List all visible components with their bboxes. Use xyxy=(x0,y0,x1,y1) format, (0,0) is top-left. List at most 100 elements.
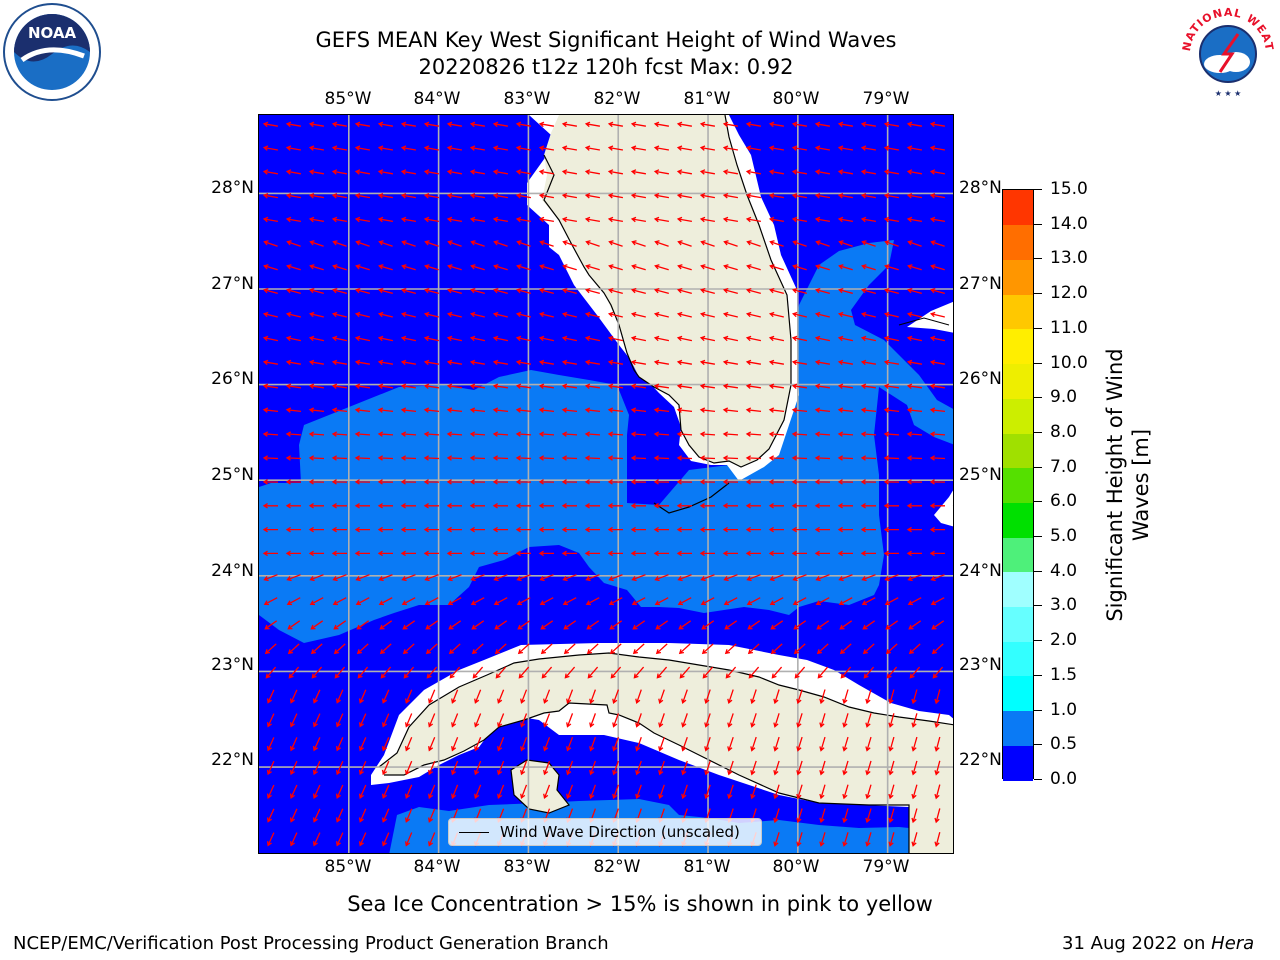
wind-wave-arrow xyxy=(423,431,440,437)
wind-wave-arrow xyxy=(676,550,692,557)
wind-wave-arrow xyxy=(263,264,278,271)
wind-wave-arrow xyxy=(819,713,826,728)
wind-wave-arrow xyxy=(791,407,808,413)
wind-wave-arrow xyxy=(377,383,393,389)
wind-wave-arrow xyxy=(699,479,716,485)
wind-wave-arrow xyxy=(515,431,532,437)
wind-wave-arrow xyxy=(331,431,348,437)
wind-wave-arrow xyxy=(929,503,945,509)
wind-wave-arrow xyxy=(331,169,348,175)
wind-wave-arrow xyxy=(908,643,921,655)
wind-wave-arrow xyxy=(814,431,831,437)
wind-wave-arrow xyxy=(446,216,463,223)
wind-wave-arrow xyxy=(564,666,576,679)
wind-wave-arrow xyxy=(883,455,900,461)
wind-wave-arrow xyxy=(312,737,321,752)
wind-wave-arrow xyxy=(658,713,665,728)
wind-wave-arrow xyxy=(335,784,344,799)
wind-wave-arrow xyxy=(470,597,485,606)
wind-wave-arrow xyxy=(538,216,555,223)
wind-wave-arrow xyxy=(404,737,413,752)
wind-wave-arrow xyxy=(791,311,807,318)
wind-wave-arrow xyxy=(423,145,440,151)
wind-wave-arrow xyxy=(335,760,344,776)
wind-wave-arrow xyxy=(630,216,647,223)
wind-wave-arrow xyxy=(332,240,347,247)
wind-wave-arrow xyxy=(584,287,600,295)
wind-wave-arrow xyxy=(424,240,439,247)
wind-wave-arrow xyxy=(883,526,899,533)
wind-wave-arrow xyxy=(699,216,716,223)
wind-wave-arrow xyxy=(612,736,620,752)
wind-wave-arrow xyxy=(538,311,554,318)
wind-wave-arrow xyxy=(446,455,463,461)
wind-wave-arrow xyxy=(331,192,348,199)
wind-wave-arrow xyxy=(377,287,393,295)
wind-wave-arrow xyxy=(377,431,394,437)
colorbar-tick xyxy=(1034,327,1042,329)
wind-wave-arrow xyxy=(630,145,647,151)
footer-date-text: 31 Aug 2022 on xyxy=(1062,933,1212,954)
wind-wave-arrow xyxy=(447,574,462,582)
wind-wave-arrow xyxy=(471,643,484,655)
wind-wave-arrow xyxy=(630,169,647,175)
wind-wave-arrow xyxy=(589,736,597,752)
wind-wave-arrow xyxy=(423,335,440,342)
wind-wave-arrow xyxy=(722,550,738,557)
wind-wave-arrow xyxy=(377,169,394,175)
colorbar-segment xyxy=(1003,432,1033,469)
wind-wave-arrow xyxy=(404,784,413,800)
wind-wave-arrow xyxy=(425,620,439,630)
wind-wave-arrow xyxy=(699,503,715,509)
wind-wave-arrow xyxy=(658,760,665,776)
wind-wave-arrow xyxy=(815,240,830,247)
wind-wave-arrow xyxy=(837,526,853,533)
wind-wave-arrow xyxy=(631,597,646,606)
wind-wave-arrow xyxy=(446,503,462,509)
colorbar-tick-label: 0.0 xyxy=(1050,769,1078,789)
wind-wave-arrow xyxy=(331,407,348,413)
wind-wave-arrow xyxy=(768,407,785,413)
wind-wave-arrow xyxy=(520,713,528,728)
wind-wave-arrow xyxy=(520,737,528,752)
wind-wave-arrow xyxy=(676,479,693,485)
wind-wave-arrow xyxy=(356,620,370,630)
wind-wave-arrow xyxy=(930,597,945,606)
wind-wave-arrow xyxy=(723,597,738,606)
wind-wave-arrow xyxy=(814,145,831,151)
wind-wave-arrow xyxy=(285,503,301,509)
wind-wave-arrow xyxy=(630,335,647,342)
wind-wave-arrow xyxy=(865,736,872,752)
wind-wave-arrow xyxy=(310,620,324,630)
wind-wave-arrow xyxy=(474,784,482,800)
wind-wave-arrow xyxy=(358,713,367,728)
wind-wave-arrow xyxy=(883,383,899,389)
wind-wave-arrow xyxy=(354,407,371,413)
wind-wave-arrow xyxy=(262,526,278,533)
wind-wave-arrow xyxy=(906,287,922,295)
colorbar-tick xyxy=(1034,466,1042,468)
wind-wave-arrow xyxy=(561,287,577,295)
wind-wave-arrow xyxy=(768,169,785,175)
wind-wave-arrow xyxy=(750,736,757,752)
wind-wave-arrow xyxy=(335,832,344,847)
wind-wave-arrow xyxy=(515,407,532,413)
wind-wave-arrow xyxy=(584,192,601,199)
wind-wave-arrow xyxy=(814,407,831,413)
wind-wave-arrow xyxy=(566,713,574,728)
wind-wave-arrow xyxy=(469,479,486,485)
wind-wave-arrow xyxy=(746,240,761,247)
lon-label-top-80w: 80°W xyxy=(772,89,820,109)
wind-wave-arrow xyxy=(377,407,394,413)
wind-wave-arrow xyxy=(607,192,624,199)
wind-wave-arrow xyxy=(587,666,599,679)
lat-label-left-28n: 28°N xyxy=(211,178,254,198)
lat-label-right-24n: 24°N xyxy=(959,561,1002,581)
wind-wave-arrow xyxy=(585,240,600,247)
wind-wave-arrow xyxy=(492,503,508,509)
wind-wave-arrow xyxy=(932,666,944,679)
wind-wave-arrow xyxy=(289,689,298,704)
wind-wave-arrow xyxy=(308,311,324,318)
wind-wave-arrow xyxy=(331,526,347,533)
wind-wave-arrow xyxy=(722,503,738,509)
